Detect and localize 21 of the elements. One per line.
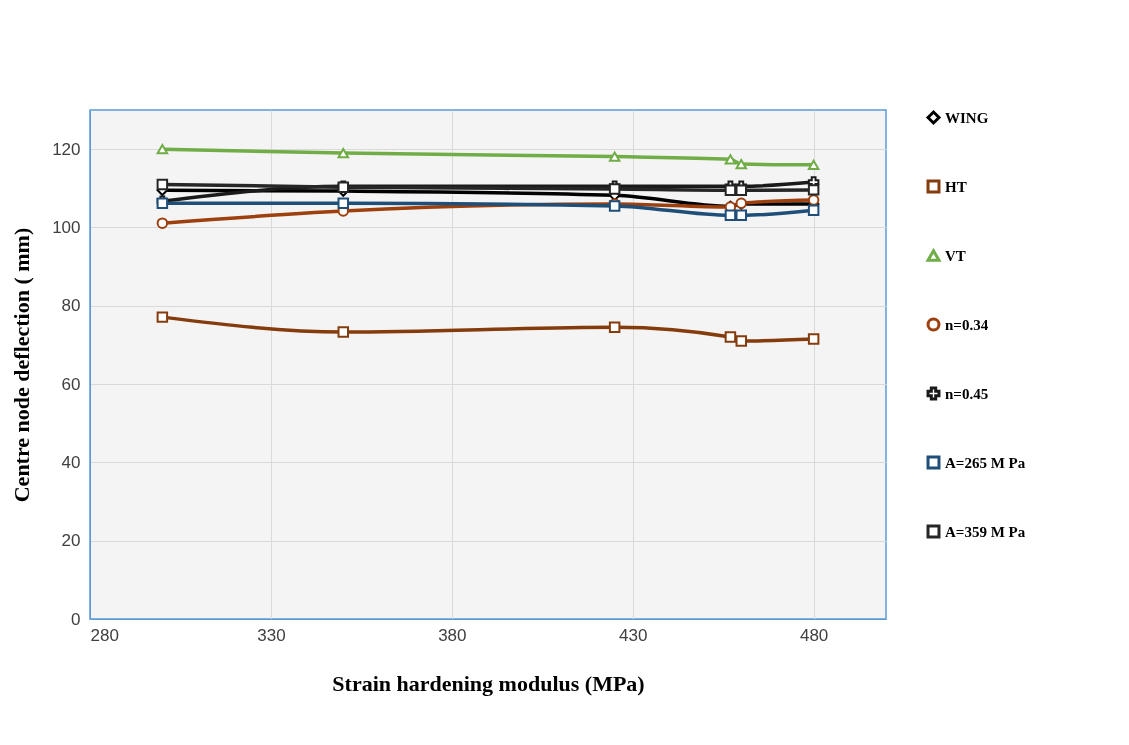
legend-label: A=265 M Pa xyxy=(945,454,1026,471)
legend-label: A=359 M Pa xyxy=(945,523,1026,540)
y-tick-label: 120 xyxy=(52,139,81,159)
x-tick-label: 330 xyxy=(257,625,286,645)
legend-label: HT xyxy=(945,178,967,195)
y-tick-label: 20 xyxy=(61,531,81,551)
y-axis-title: Centre node deflection ( mm) xyxy=(9,227,35,503)
y-tick-label: 100 xyxy=(52,217,81,237)
y-tick-label: 80 xyxy=(61,296,81,316)
x-tick-label: 430 xyxy=(619,625,648,645)
y-tick-label: 60 xyxy=(61,374,81,394)
legend-label: WING xyxy=(945,109,989,126)
x-tick-label: 380 xyxy=(438,625,467,645)
legend-label: VT xyxy=(945,247,966,264)
y-tick-label: 40 xyxy=(61,452,81,472)
x-axis-title: Strain hardening modulus (MPa) xyxy=(332,670,645,696)
x-tick-label: 280 xyxy=(90,625,119,645)
x-tick-label: 480 xyxy=(799,625,829,645)
legend-label: n=0.34 xyxy=(945,316,989,333)
y-tick-label: 0 xyxy=(71,609,81,629)
legend-label: n=0.45 xyxy=(945,385,989,402)
